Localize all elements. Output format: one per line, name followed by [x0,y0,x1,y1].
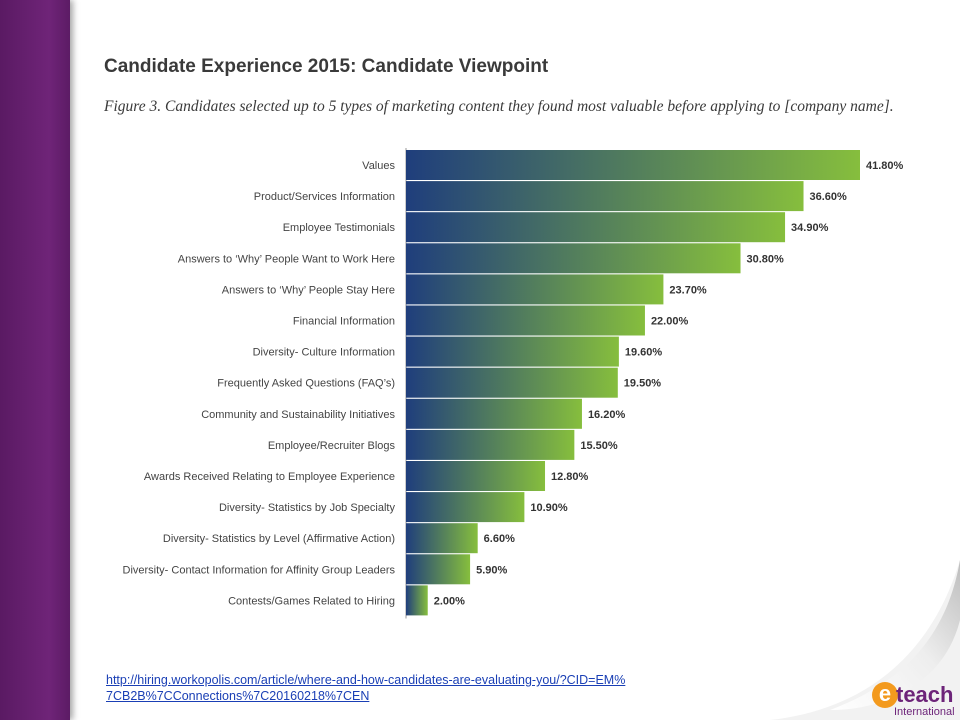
sidebar-decoration [0,0,70,720]
value-label: 19.50% [624,378,662,390]
eteach-logo: e teach International [872,682,960,720]
category-label: Diversity- Statistics by Job Specialty [219,502,396,514]
category-label: Awards Received Relating to Employee Exp… [144,471,395,483]
category-label: Answers to ‘Why’ People Want to Work Her… [178,253,395,265]
category-label: Product/Services Information [254,191,395,203]
bar [406,523,478,554]
bar [406,243,741,274]
category-label: Employee/Recruiter Blogs [268,440,396,452]
value-label: 5.90% [476,564,507,576]
bar [406,492,525,523]
value-label: 34.90% [791,222,829,234]
bar [406,305,645,336]
category-label: Diversity- Contact Information for Affin… [123,564,396,576]
bar [406,274,664,305]
bar [406,181,804,212]
bar [406,585,428,616]
value-label: 23.70% [669,284,707,296]
value-label: 10.90% [530,502,568,514]
value-label: 30.80% [747,253,785,265]
bar [406,336,619,367]
bar [406,398,582,429]
category-label: Financial Information [293,316,395,328]
logo-name: teach [896,682,954,707]
logo-e-mark: e [872,682,898,708]
value-label: 12.80% [551,471,589,483]
source-link[interactable]: http://hiring.workopolis.com/article/whe… [106,673,626,703]
category-label: Community and Sustainability Initiatives [201,409,395,421]
category-label: Contests/Games Related to Hiring [228,595,395,607]
bar [406,150,860,180]
figure-caption: Figure 3. Candidates selected up to 5 ty… [104,98,894,115]
value-label: 36.60% [810,191,848,203]
bar [406,212,786,243]
bar [406,367,618,398]
category-label: Frequently Asked Questions (FAQ’s) [217,378,395,390]
value-label: 6.60% [484,533,515,545]
category-label: Diversity- Culture Information [253,347,395,359]
page-curl-decoration [770,560,960,720]
bar [406,461,546,491]
category-label: Values [362,160,395,172]
value-label: 19.60% [625,347,663,359]
value-label: 41.80% [866,160,904,172]
category-label: Employee Testimonials [283,222,396,234]
slide-title: Candidate Experience 2015: Candidate Vie… [104,56,549,77]
category-label: Diversity- Statistics by Level (Affirmat… [163,533,395,545]
value-label: 22.00% [651,316,689,328]
value-label: 16.20% [588,409,626,421]
bar [406,429,575,460]
value-label: 15.50% [580,440,618,452]
category-label: Answers to ‘Why’ People Stay Here [222,284,395,296]
bar [406,554,471,585]
logo-subtitle: International [894,706,955,718]
value-label: 2.00% [434,595,465,607]
